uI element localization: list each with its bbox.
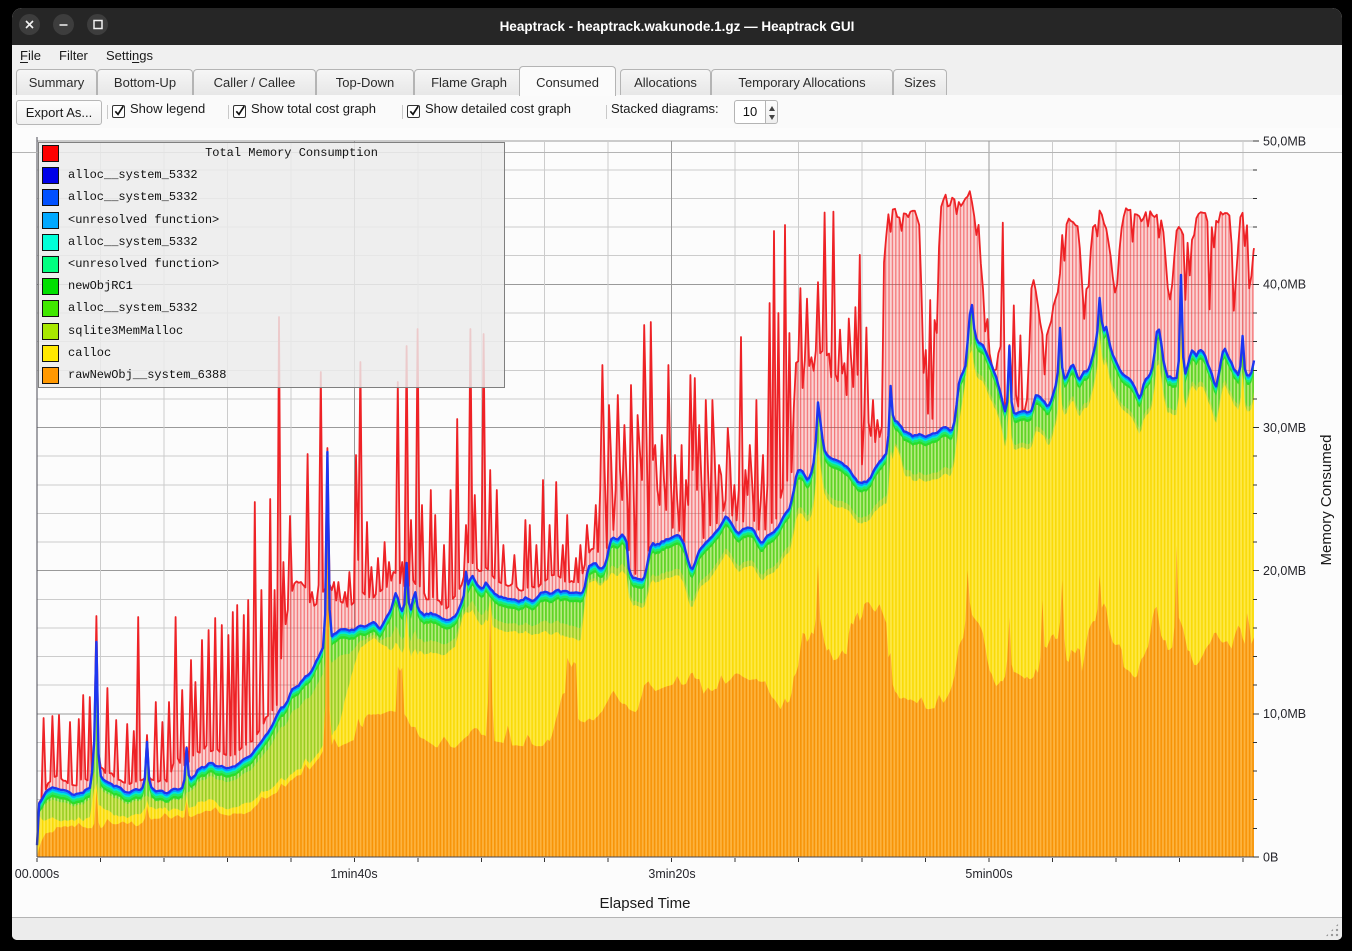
svg-text:3min20s: 3min20s xyxy=(648,867,695,881)
svg-text:20,0MB: 20,0MB xyxy=(1263,564,1306,578)
svg-text:0B: 0B xyxy=(1263,850,1278,864)
svg-text:10,0MB: 10,0MB xyxy=(1263,707,1306,721)
svg-text:00.000s: 00.000s xyxy=(15,867,59,881)
svg-text:30,0MB: 30,0MB xyxy=(1263,421,1306,435)
svg-text:50,0MB: 50,0MB xyxy=(1263,135,1306,149)
svg-text:Elapsed Time: Elapsed Time xyxy=(600,895,691,912)
svg-text:1min40s: 1min40s xyxy=(330,867,377,881)
svg-text:40,0MB: 40,0MB xyxy=(1263,278,1306,292)
svg-text:5min00s: 5min00s xyxy=(965,867,1012,881)
svg-text:Memory Consumed: Memory Consumed xyxy=(1318,435,1335,566)
